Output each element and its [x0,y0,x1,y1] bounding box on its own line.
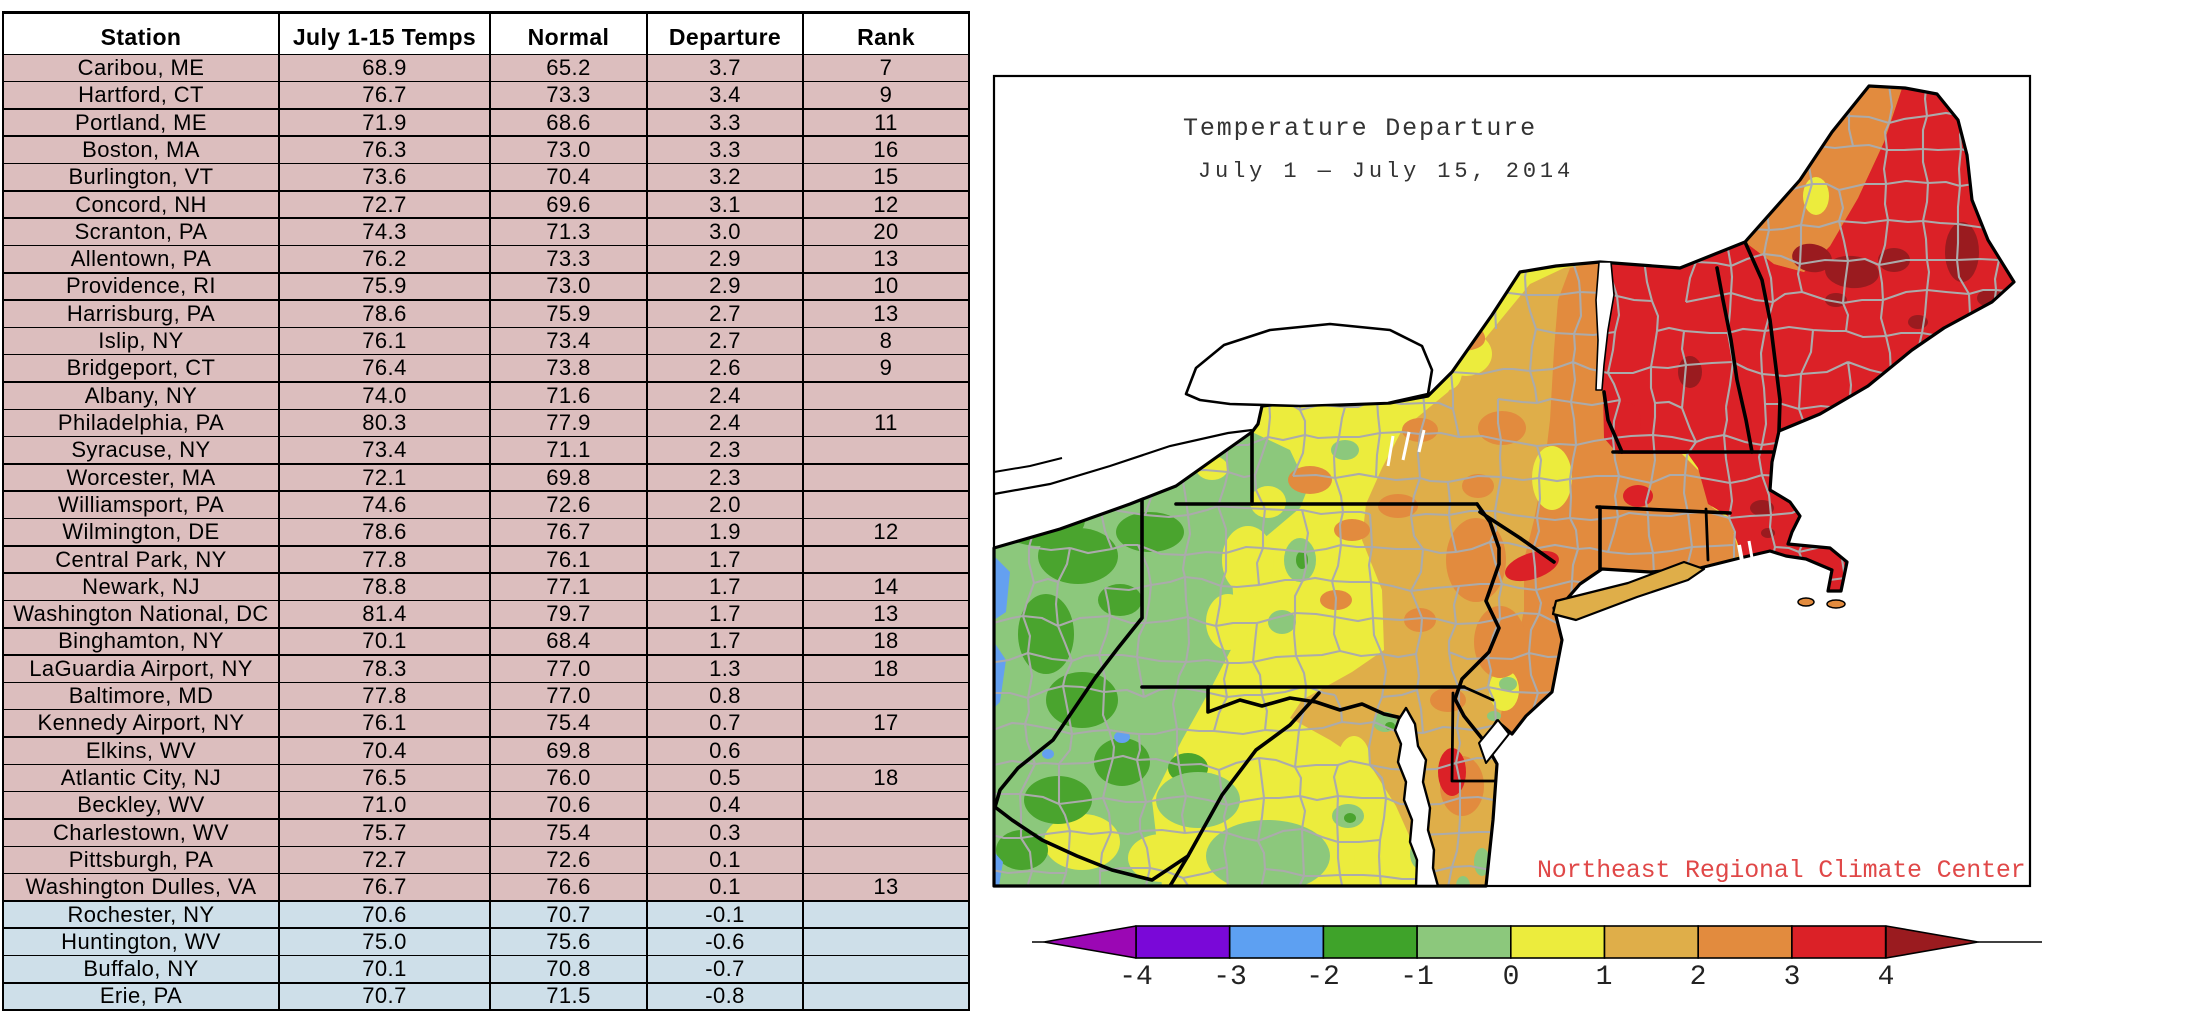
svg-text:2: 2 [1690,962,1707,993]
svg-text:Temperature Departure: Temperature Departure [1183,114,1537,143]
svg-text:July 1 — July 15, 2014: July 1 — July 15, 2014 [1198,159,1574,184]
svg-text:4: 4 [1878,962,1895,993]
svg-text:0: 0 [1503,962,1520,993]
svg-text:3: 3 [1784,962,1801,993]
svg-text:-1: -1 [1400,962,1434,993]
svg-text:-3: -3 [1213,962,1247,993]
svg-text:1: 1 [1596,962,1613,993]
svg-text:-2: -2 [1306,962,1340,993]
svg-text:-4: -4 [1119,962,1153,993]
svg-text:Northeast Regional Climate Cen: Northeast Regional Climate Center [1537,856,2025,885]
